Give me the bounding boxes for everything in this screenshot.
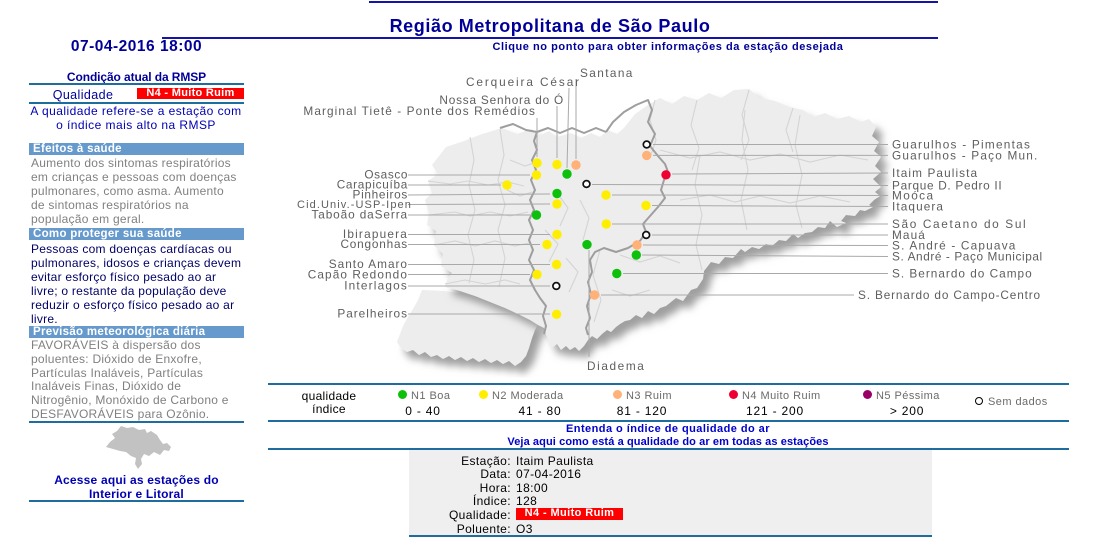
svg-text:Marginal Tietê - Ponte dos Rem: Marginal Tietê - Ponte dos Remédios xyxy=(303,104,536,118)
svg-text:S. André - Capuava: S. André - Capuava xyxy=(892,239,1017,253)
svg-text:Carapicuíba: Carapicuíba xyxy=(337,178,408,192)
svg-text:Cerqueira César: Cerqueira César xyxy=(466,75,581,89)
svg-text:Guarulhos - Pimentas: Guarulhos - Pimentas xyxy=(892,138,1031,152)
svg-text:Diadema: Diadema xyxy=(587,359,645,373)
svg-text:Ibirapuera: Ibirapuera xyxy=(343,227,408,241)
svg-text:S. Bernardo do Campo-Centro: S. Bernardo do Campo-Centro xyxy=(858,288,1041,302)
svg-text:Pinheiros: Pinheiros xyxy=(353,188,408,202)
svg-text:Mauá: Mauá xyxy=(892,228,926,242)
svg-text:Itaim Paulista: Itaim Paulista xyxy=(892,166,978,180)
svg-text:Guarulhos - Paço Mun.: Guarulhos - Paço Mun. xyxy=(892,149,1039,163)
svg-text:Nossa Senhora do Ó: Nossa Senhora do Ó xyxy=(439,93,564,107)
svg-text:Capão Redondo: Capão Redondo xyxy=(308,268,408,282)
svg-text:Moóca: Moóca xyxy=(892,189,934,203)
svg-text:Taboão daSerra: Taboão daSerra xyxy=(311,208,408,222)
svg-text:Congonhas: Congonhas xyxy=(340,237,408,251)
svg-text:S. Bernardo do Campo: S. Bernardo do Campo xyxy=(892,267,1033,281)
svg-text:Interlagos: Interlagos xyxy=(344,279,408,293)
svg-text:Parelheiros: Parelheiros xyxy=(337,307,408,321)
svg-text:S. André - Paço Municipal: S. André - Paço Municipal xyxy=(892,250,1043,264)
svg-text:Itaquera: Itaquera xyxy=(892,200,944,214)
svg-text:São Caetano do Sul: São Caetano do Sul xyxy=(892,217,1027,231)
svg-text:Osasco: Osasco xyxy=(364,168,408,182)
svg-text:Parque D. Pedro II: Parque D. Pedro II xyxy=(892,179,1002,193)
svg-text:Cid.Univ.-USP-Ipen: Cid.Univ.-USP-Ipen xyxy=(297,199,412,211)
svg-text:Santana: Santana xyxy=(580,66,634,80)
svg-text:Santo Amaro: Santo Amaro xyxy=(329,257,408,271)
